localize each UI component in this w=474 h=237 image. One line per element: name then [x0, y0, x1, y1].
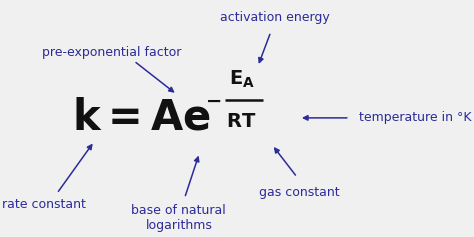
Text: $\mathbf{k = Ae}$: $\mathbf{k = Ae}$	[72, 97, 211, 139]
Text: $\mathbf{-}$: $\mathbf{-}$	[205, 91, 221, 110]
Text: base of natural
logarithms: base of natural logarithms	[131, 204, 226, 232]
Text: $\mathbf{RT}$: $\mathbf{RT}$	[227, 112, 257, 131]
Text: gas constant: gas constant	[259, 186, 339, 199]
Text: temperature in °K: temperature in °K	[359, 111, 472, 124]
Text: rate constant: rate constant	[2, 198, 86, 211]
Text: pre-exponential factor: pre-exponential factor	[42, 46, 181, 59]
Text: activation energy: activation energy	[220, 11, 329, 24]
Text: $\mathbf{E_A}$: $\mathbf{E_A}$	[228, 69, 255, 90]
